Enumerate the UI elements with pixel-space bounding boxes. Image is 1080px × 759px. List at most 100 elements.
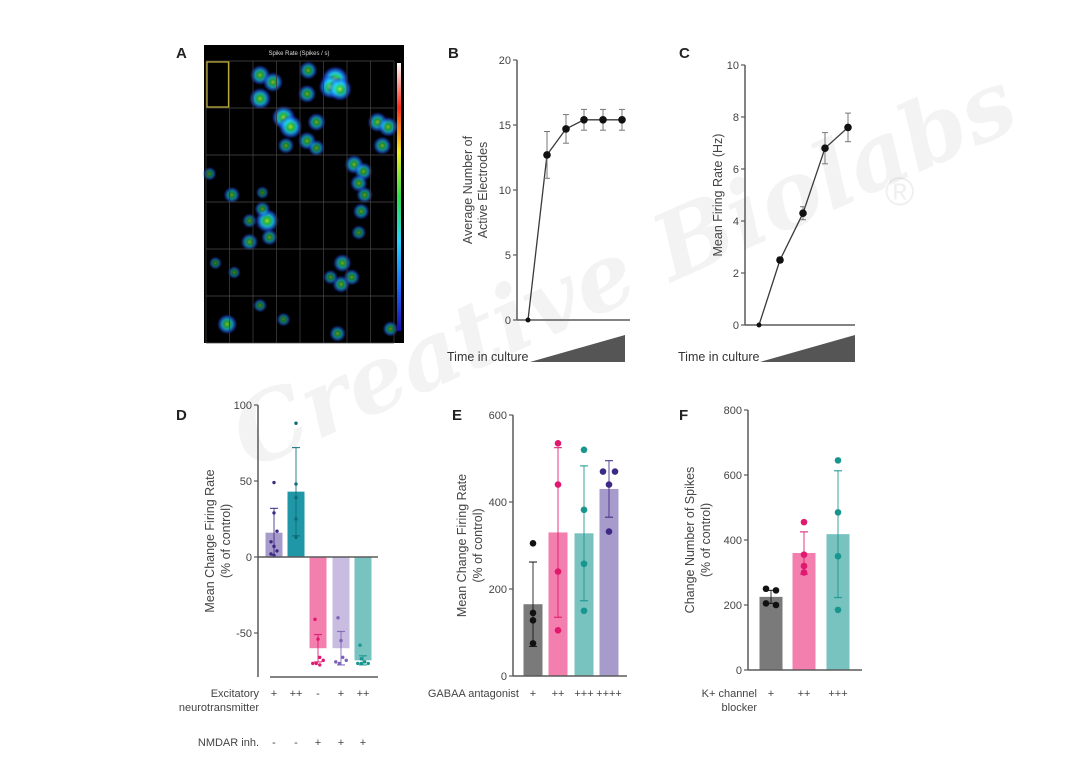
condition-value: ++++ <box>596 688 622 700</box>
panel-label-a: A <box>176 45 187 62</box>
data-point <box>599 468 607 475</box>
y-tick-label: 600 <box>724 470 742 482</box>
y-tick-label: 5 <box>505 250 511 262</box>
heatmap-hotspot <box>372 136 392 156</box>
data-point <box>580 506 588 514</box>
condition-value: + <box>338 688 344 700</box>
y-tick-label: 6 <box>733 164 739 176</box>
y-axis-title: Mean Firing Rate (Hz) <box>711 134 725 257</box>
heatmap-hotspot <box>352 202 370 220</box>
condition-value: + <box>338 737 344 749</box>
data-point <box>272 480 276 485</box>
data-point <box>834 552 842 560</box>
condition-label: K+ channel <box>702 688 757 700</box>
data-point <box>756 322 762 328</box>
data-point <box>525 317 531 323</box>
condition-label: GABAA antagonist <box>428 688 519 700</box>
x-axis-title: Time in culture <box>447 350 529 364</box>
panel-b-line-chart: B 0 5 10 15 20 Average Number of Active Electro… <box>447 45 630 364</box>
heatmap-hotspot <box>216 313 238 335</box>
data-point <box>580 116 588 124</box>
time-ramp-triangle <box>530 335 625 362</box>
data-point <box>554 439 562 447</box>
panel-f-bar-chart: F 0 200 400 600 800 Change Number of Spikes (% … <box>679 405 862 714</box>
condition-value: ++ <box>357 688 370 700</box>
heatmap-hotspot <box>248 87 272 110</box>
heatmap-hotspot <box>278 114 303 139</box>
condition-value: - <box>294 737 298 749</box>
data-point <box>618 116 626 124</box>
condition-value: - <box>272 737 276 749</box>
y-axis-title: Average Number of <box>461 135 475 244</box>
condition-value: ++ <box>552 688 565 700</box>
y-axis-title: Change Number of Spikes <box>683 467 697 614</box>
bar <box>826 534 850 670</box>
data-point <box>800 551 808 558</box>
condition-value: - <box>316 688 320 700</box>
data-point <box>311 661 315 666</box>
data-point <box>599 116 607 124</box>
condition-label: NMDAR inh. <box>198 737 259 749</box>
y-tick-label: 0 <box>505 315 511 327</box>
panel-a-heatmap: A Spike Rate (Spikes / s) <box>176 45 404 344</box>
y-tick-label: 50 <box>240 476 252 488</box>
heatmap-hotspot <box>254 200 271 218</box>
y-tick-label: 15 <box>499 120 511 132</box>
data-point <box>605 528 613 535</box>
data-point <box>800 569 808 576</box>
heatmap-hotspot <box>329 325 347 343</box>
data-point <box>334 660 338 664</box>
y-tick-label: 800 <box>724 405 742 417</box>
condition-value: + <box>360 737 366 749</box>
data-point <box>272 511 276 515</box>
x-axis-title: Time in culture <box>678 350 760 364</box>
data-point <box>275 529 279 533</box>
data-point <box>543 151 551 159</box>
data-point <box>834 509 842 516</box>
data-point <box>359 657 363 661</box>
panel-e-bar-chart: E 0 200 400 600 Mean Change Firing Rate (% of … <box>428 407 627 700</box>
bar <box>309 557 327 649</box>
y-tick-label: 100 <box>234 400 252 412</box>
panel-label-f: F <box>679 407 688 424</box>
y-tick-label: 10 <box>727 60 739 72</box>
data-point <box>294 535 298 539</box>
heatmap-hotspot <box>277 137 295 155</box>
condition-value: ++ <box>798 688 811 700</box>
watermark-registered-icon: ® <box>885 170 914 214</box>
data-point <box>529 640 537 647</box>
data-point <box>776 256 784 264</box>
data-point <box>529 540 537 547</box>
panel-c-line-chart: C 0 2 4 6 8 10 Mean Firing Rate (Hz) Time in cul… <box>678 45 855 364</box>
data-point <box>358 643 362 647</box>
data-point <box>339 638 343 643</box>
data-point <box>529 617 537 624</box>
data-point <box>294 517 298 521</box>
heatmap-hotspot <box>351 224 367 241</box>
condition-label: blocker <box>722 702 758 714</box>
panel-label-d: D <box>176 407 187 424</box>
panel-d-bar-chart: D -50 0 50 100 Mean Change Firing Rate (% of c… <box>176 400 378 749</box>
heatmap-colorbar <box>397 63 401 331</box>
heatmap-hotspot <box>276 312 291 327</box>
data-point <box>344 658 348 663</box>
heatmap-hotspot <box>297 84 317 104</box>
y-tick-label: -50 <box>236 628 252 640</box>
data-point <box>580 560 588 568</box>
y-axis-title: (% of control) <box>219 504 233 578</box>
data-point <box>772 601 780 609</box>
heatmap-cells <box>202 60 399 343</box>
heatmap-hotspot <box>227 265 241 280</box>
data-point <box>366 661 370 666</box>
data-point <box>800 562 808 570</box>
heatmap-hotspot <box>343 268 361 286</box>
condition-label: Excitatory <box>211 688 260 700</box>
heatmap-hotspot <box>202 166 217 182</box>
y-tick-label: 200 <box>489 584 507 596</box>
data-point <box>356 661 360 666</box>
bar <box>574 533 594 676</box>
heatmap-hotspot <box>241 213 258 229</box>
y-axis-title: Active Electrodes <box>476 142 490 239</box>
condition-value: ++ <box>290 688 303 700</box>
